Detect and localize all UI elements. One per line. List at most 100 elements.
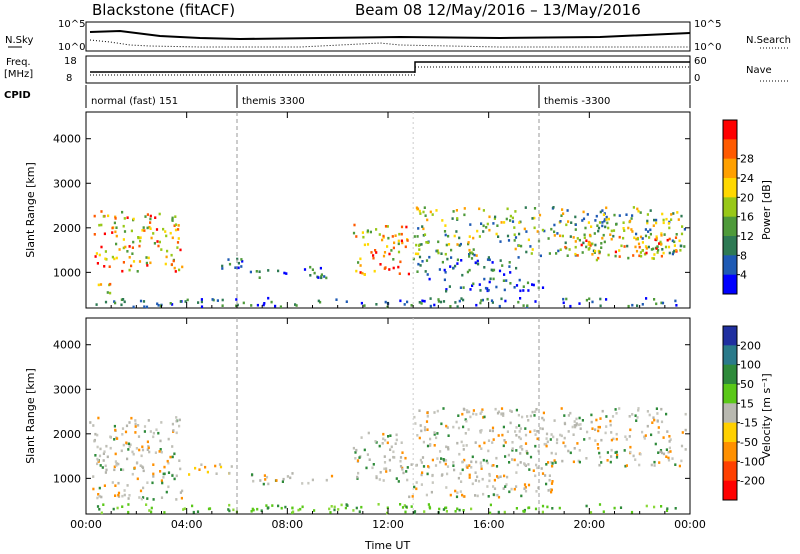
data-cell (618, 235, 621, 239)
data-cell (556, 438, 559, 441)
data-cell (659, 449, 663, 452)
data-cell (510, 410, 513, 413)
data-cell (445, 289, 448, 293)
data-cell (128, 421, 131, 424)
data-cell (240, 265, 243, 268)
data-cell (492, 485, 495, 488)
data-cell (96, 445, 99, 449)
data-cell (522, 304, 525, 307)
data-cell (126, 457, 129, 461)
data-cell (680, 232, 684, 236)
data-cell (552, 435, 555, 439)
data-cell (406, 466, 409, 469)
data-cell (131, 246, 134, 249)
beam-date-title: Beam 08 12/May/2016 – 13/May/2016 (355, 1, 641, 19)
data-cell (632, 254, 635, 257)
data-cell (629, 428, 632, 432)
data-cell (142, 496, 145, 499)
data-cell (267, 482, 270, 486)
data-cell (352, 509, 355, 512)
data-cell (164, 262, 167, 266)
data-cell (426, 411, 429, 415)
data-cell (420, 243, 423, 246)
data-cell (161, 481, 164, 485)
data-cell (584, 226, 587, 230)
data-cell (541, 504, 545, 508)
data-cell (493, 217, 496, 220)
data-cell (184, 300, 187, 303)
data-cell (416, 434, 419, 437)
data-cell (456, 305, 459, 308)
data-cell (645, 504, 648, 508)
data-cell (345, 300, 348, 303)
data-cell (375, 228, 378, 231)
data-cell (551, 464, 554, 468)
data-cell (174, 270, 177, 273)
data-cell (373, 269, 376, 273)
data-cell (122, 261, 125, 264)
data-cell (667, 456, 670, 460)
data-cell (575, 422, 578, 425)
data-cell (475, 460, 478, 464)
data-cell (531, 410, 534, 414)
data-cell (655, 237, 658, 240)
data-cell (157, 431, 160, 435)
data-cell (527, 289, 530, 292)
data-cell (486, 287, 489, 290)
data-cell (572, 236, 575, 239)
data-cell (668, 226, 671, 230)
data-cell (468, 255, 471, 258)
data-cell (527, 463, 530, 466)
data-cell (173, 477, 176, 481)
data-cell (515, 426, 518, 429)
data-cell (474, 261, 477, 264)
data-cell (441, 260, 444, 264)
data-cell (464, 432, 467, 435)
data-cell (401, 466, 404, 470)
data-cell (450, 256, 453, 259)
data-cell (419, 424, 422, 427)
data-cell (463, 213, 466, 217)
data-cell (115, 234, 118, 238)
data-cell (115, 226, 118, 229)
data-cell (504, 441, 507, 444)
data-cell (653, 253, 656, 256)
data-cell (264, 478, 267, 481)
data-cell (511, 449, 514, 452)
data-cell (678, 464, 681, 468)
data-cell (482, 416, 485, 419)
data-cell (667, 458, 671, 462)
data-cell (521, 448, 524, 451)
data-cell (500, 297, 503, 301)
data-cell (604, 225, 607, 229)
data-cell (503, 288, 506, 292)
data-cell (367, 431, 370, 435)
data-cell (489, 511, 492, 515)
data-cell (140, 454, 143, 458)
data-cell (447, 434, 450, 437)
data-cell (534, 410, 537, 414)
data-cell (186, 298, 189, 302)
data-cell (147, 256, 150, 260)
data-cell (547, 237, 550, 240)
data-cell (580, 243, 583, 247)
data-cell (514, 247, 517, 251)
data-cell (466, 409, 469, 412)
data-cell (673, 244, 676, 247)
data-cell (113, 468, 116, 472)
data-cell (670, 213, 673, 216)
data-cell (605, 415, 608, 418)
data-cell (420, 483, 423, 486)
freq-label: Freq. (6, 57, 31, 68)
data-cell (415, 487, 418, 491)
data-cell (444, 459, 448, 462)
data-cell (476, 229, 479, 233)
data-cell (482, 209, 485, 212)
data-cell (651, 421, 654, 424)
data-cell (524, 442, 528, 445)
data-cell (515, 471, 518, 474)
data-cell (108, 265, 111, 268)
data-cell (96, 496, 99, 500)
data-cell (399, 456, 403, 459)
data-cell (423, 299, 426, 303)
